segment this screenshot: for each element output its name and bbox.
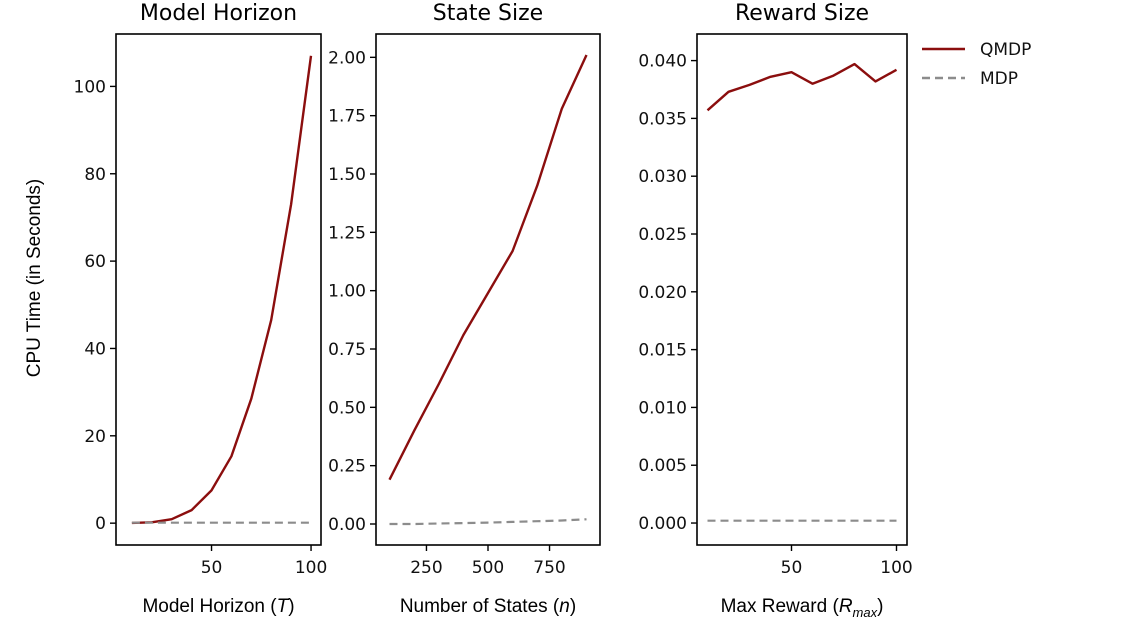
state-size-ytick-label: 0.50 — [328, 398, 366, 418]
state-size-ytick-label: 0.00 — [328, 515, 366, 535]
y-axis-label: CPU Time (in Seconds) — [24, 179, 45, 378]
reward-size-ytick-label: 0.015 — [638, 341, 687, 361]
reward-size-ytick-label: 0.035 — [638, 109, 687, 129]
model-horizon-xtick-label: 50 — [201, 558, 223, 578]
reward-size-plot-frame — [696, 33, 908, 546]
model-horizon-ytick-label: 20 — [84, 427, 106, 447]
reward-size-ytick-label: 0.025 — [638, 225, 687, 245]
reward-size-ytick-label: 0.000 — [638, 514, 687, 534]
panel-state-size: State Size 0.00 0.25 0.50 0.75 1.00 1.25 1.50 1.… — [328, 1, 601, 617]
reward-size-ytick-label: 0.040 — [638, 52, 687, 72]
state-size-ytick-label: 0.25 — [328, 457, 366, 477]
reward-size-xtick-label: 100 — [880, 558, 912, 578]
model-horizon-ytick-label: 80 — [84, 165, 106, 185]
legend-mdp-label: MDP — [980, 69, 1018, 89]
state-size-title: State Size — [433, 1, 543, 26]
panel-reward-size: Reward Size 0.000 0.005 0.010 0.015 0.020 0.02… — [638, 1, 912, 620]
model-horizon-ytick-label: 0 — [95, 514, 106, 534]
model-horizon-title: Model Horizon — [140, 1, 297, 26]
model-horizon-xtick-label: 100 — [295, 558, 327, 578]
model-horizon-x-axis-label: Model Horizon (T) — [142, 596, 294, 617]
state-size-xtick-label: 750 — [533, 558, 565, 578]
state-size-ytick-label: 1.00 — [328, 282, 366, 302]
model-horizon-qmdp-line — [131, 55, 313, 525]
state-size-qmdp-line — [388, 54, 588, 481]
state-size-plot-frame — [375, 33, 601, 546]
model-horizon-ytick-label: 60 — [84, 252, 106, 272]
state-size-ytick-label: 0.75 — [328, 340, 366, 360]
model-horizon-plot-frame — [115, 33, 322, 546]
state-size-x-axis-label: Number of States (n) — [400, 596, 576, 617]
state-size-ytick-label: 1.50 — [328, 165, 366, 185]
reward-size-qmdp-line — [706, 62, 898, 112]
state-size-ytick-label: 2.00 — [328, 48, 366, 68]
state-size-xtick-label: 500 — [472, 558, 504, 578]
legend: QMDP MDP — [922, 40, 1031, 89]
reward-size-title: Reward Size — [735, 1, 869, 26]
reward-size-xtick-label: 50 — [781, 558, 803, 578]
reward-size-ytick-label: 0.010 — [638, 398, 687, 418]
state-size-xtick-label: 250 — [410, 558, 442, 578]
reward-size-x-axis-label: Max Reward (Rmax) — [721, 596, 884, 620]
state-size-ytick-label: 1.25 — [328, 223, 366, 243]
reward-size-ytick-label: 0.005 — [638, 456, 687, 476]
model-horizon-ytick-label: 40 — [84, 339, 106, 359]
reward-size-ytick-label: 0.020 — [638, 283, 687, 303]
reward-size-ytick-label: 0.030 — [638, 167, 687, 187]
state-size-ytick-label: 1.75 — [328, 107, 366, 127]
state-size-mdp-line — [389, 518, 587, 526]
legend-qmdp-label: QMDP — [980, 40, 1031, 60]
model-horizon-ytick-label: 100 — [74, 77, 106, 97]
